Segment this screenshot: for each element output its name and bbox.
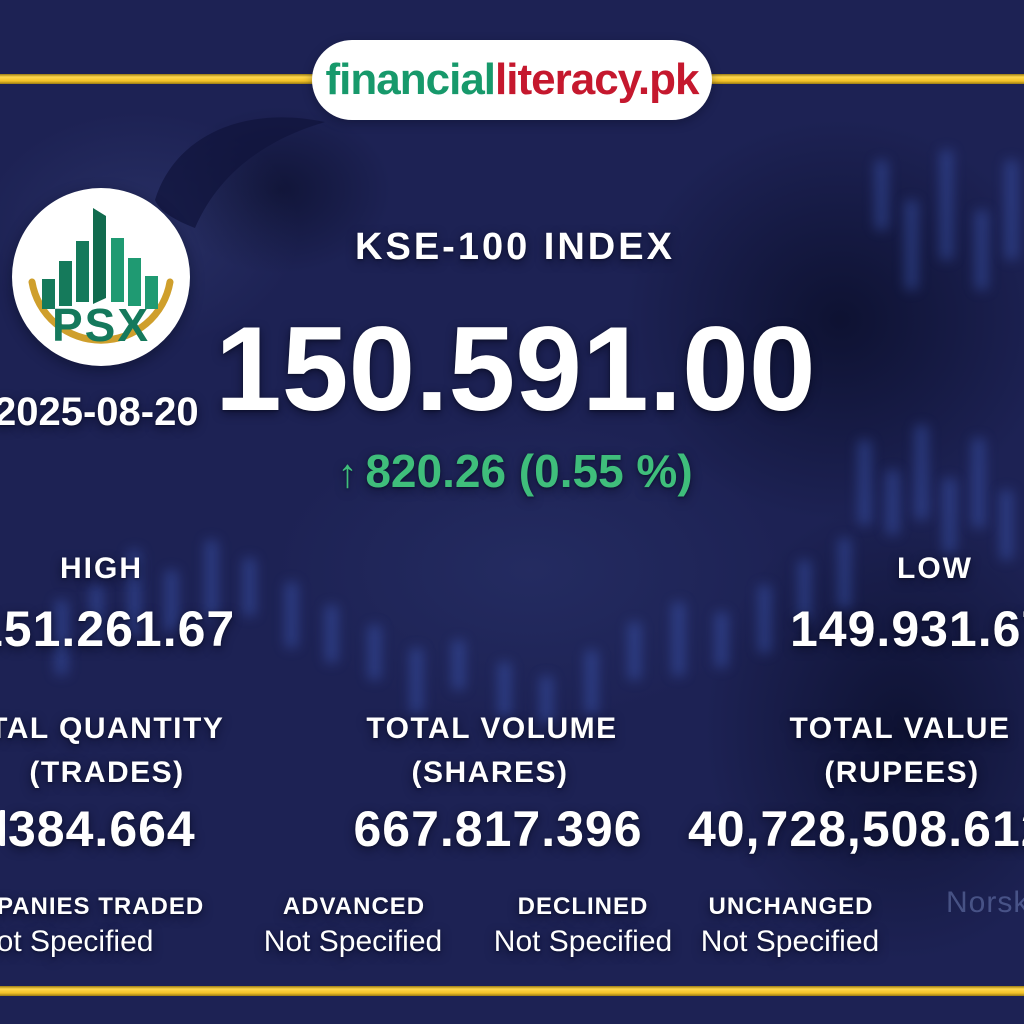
- candlestick-bar: [165, 570, 178, 630]
- up-arrow-icon: ↑: [337, 452, 358, 496]
- bull-horn-icon: [155, 117, 325, 228]
- total-value-sublabel: (RUPEES): [824, 756, 980, 789]
- brand-name-green: financial: [325, 55, 496, 104]
- index-change: ↑ 820.26 (0.55 %): [215, 444, 815, 498]
- candlestick-bar: [90, 585, 103, 640]
- candlestick-bar: [585, 650, 598, 714]
- high-label: HIGH: [60, 552, 143, 585]
- total-volume-sublabel: (SHARES): [411, 756, 569, 789]
- candlestick-bar: [940, 150, 953, 260]
- total-value-value: 40,728,508.612: [688, 801, 1024, 857]
- candlestick-bar: [715, 612, 728, 668]
- candlestick-bar: [285, 582, 298, 648]
- clipped-digit-fragment: [0, 810, 5, 846]
- psx-logo: PSX: [12, 188, 190, 366]
- candlestick-bar: [905, 200, 918, 290]
- candlestick-bar: [325, 605, 338, 663]
- gold-divider-bottom: [0, 986, 1024, 996]
- candlestick-bar: [672, 602, 685, 676]
- total-quantity-label: TOTAL QUANTITY: [0, 712, 225, 745]
- declined-label: DECLINED: [517, 893, 649, 920]
- psx-bars-icon: [42, 208, 158, 309]
- candlestick-bar: [975, 210, 988, 290]
- index-change-text: 820.26 (0.55 %): [365, 445, 693, 497]
- candlestick-bar: [758, 585, 771, 653]
- declined-value: Not Specified: [493, 925, 673, 958]
- low-value: 149.931.67: [790, 601, 1024, 657]
- candlestick-bar: [798, 560, 811, 622]
- high-value: 151.261.67: [0, 601, 236, 657]
- candlestick-bar: [452, 640, 465, 690]
- candlestick-bar: [972, 438, 985, 528]
- trading-date: 2025-08-20: [0, 390, 199, 434]
- advanced-label: ADVANCED: [282, 893, 426, 920]
- candlestick-bar: [128, 550, 141, 635]
- psx-logo-icon: PSX: [28, 208, 174, 351]
- index-value: 150.591.00: [215, 302, 816, 436]
- companies-traded-label: COMPANIES TRADED: [0, 893, 205, 920]
- candlestick-bar: [858, 440, 871, 525]
- total-quantity-value: 384.664: [8, 801, 196, 857]
- unchanged-value: Not Specified: [700, 925, 880, 958]
- candlestick-bar: [243, 558, 256, 616]
- psx-acronym: PSX: [52, 299, 150, 351]
- candlestick-bar: [498, 662, 511, 717]
- total-value-label: TOTAL VALUE: [789, 712, 1011, 745]
- candlestick-bar: [55, 600, 68, 675]
- candlestick-bar: [875, 160, 888, 230]
- index-title: KSE-100 INDEX: [355, 226, 675, 268]
- candlestick-bar: [943, 478, 956, 553]
- brand-pill: financial literacy.pk: [312, 40, 712, 120]
- watermark: Norsk: [946, 886, 1024, 919]
- total-volume-value: 667.817.396: [353, 801, 643, 857]
- candlestick-bar: [205, 540, 218, 620]
- unchanged-label: UNCHANGED: [708, 893, 874, 920]
- candlestick-bar: [915, 425, 928, 520]
- candlestick-bar: [886, 470, 899, 535]
- candlestick-bar: [410, 648, 423, 713]
- candlestick-bar: [628, 622, 641, 680]
- brand-name-red: literacy.pk: [495, 55, 699, 104]
- companies-traded-value: Not Specified: [0, 925, 154, 958]
- candlestick-bar: [838, 538, 851, 608]
- candlestick-bar: [368, 625, 381, 680]
- candlestick-bar: [1000, 490, 1013, 560]
- total-volume-label: TOTAL VOLUME: [366, 712, 618, 745]
- candlestick-bar: [540, 676, 553, 724]
- low-label: LOW: [897, 552, 973, 585]
- total-quantity-sublabel: (TRADES): [29, 756, 185, 789]
- advanced-value: Not Specified: [263, 925, 443, 958]
- candlestick-bar: [1005, 160, 1018, 260]
